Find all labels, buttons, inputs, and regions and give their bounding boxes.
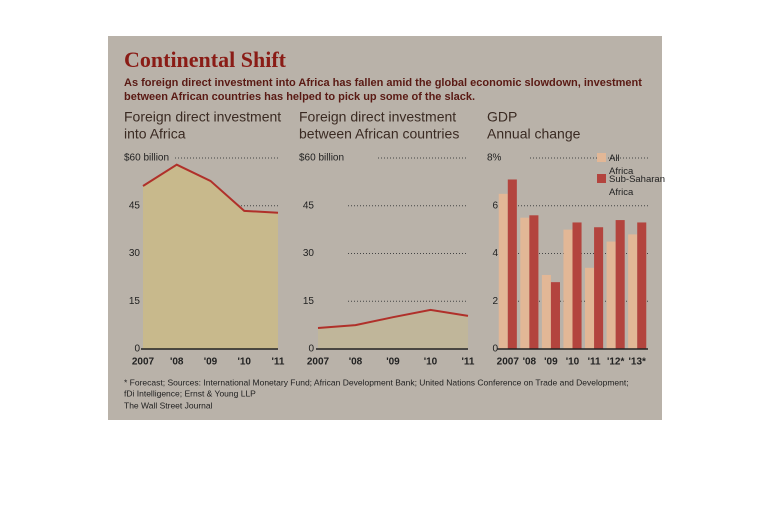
bar <box>563 229 573 349</box>
x-tick-label: '08 <box>170 357 184 368</box>
x-tick-label: '09 <box>204 357 218 368</box>
bar <box>572 222 582 349</box>
bar <box>606 241 616 349</box>
area <box>318 309 468 349</box>
y-tick-label: $60 billion <box>299 153 344 164</box>
legend-label: Sub-Saharan Africa <box>609 174 665 198</box>
bar <box>507 179 517 349</box>
x-tick-label: 2007 <box>132 357 155 368</box>
y-tick-label: 45 <box>129 200 141 211</box>
footnote: * Forecast; Sources: International Monet… <box>124 377 629 387</box>
y-tick-label: 30 <box>303 248 315 259</box>
y-tick-label: 0 <box>134 344 140 355</box>
x-tick-label: '09 <box>544 357 558 368</box>
legend-swatch <box>597 174 606 183</box>
x-tick-label: '10 <box>237 357 251 368</box>
panel-title: between African countries <box>299 126 459 142</box>
panel-title: Foreign direct investment <box>299 109 456 125</box>
y-tick-label: 0 <box>492 344 498 355</box>
y-tick-label: 4 <box>492 248 498 259</box>
x-tick-label: '08 <box>523 357 537 368</box>
y-tick-label: 45 <box>303 200 315 211</box>
x-tick-label: '11 <box>462 357 475 368</box>
y-tick-label: 8% <box>487 153 502 164</box>
y-tick-label: 15 <box>129 296 141 307</box>
bar <box>498 193 508 349</box>
panel-title: GDP <box>487 109 517 125</box>
y-tick-label: 0 <box>308 344 314 355</box>
x-tick-label: '11 <box>588 357 601 368</box>
y-tick-label: 30 <box>129 248 141 259</box>
bar <box>585 267 595 349</box>
bar <box>529 215 539 349</box>
bar <box>637 222 647 349</box>
x-tick-label: '10 <box>424 357 438 368</box>
x-tick-label: 2007 <box>307 357 330 368</box>
line <box>317 308 469 329</box>
area <box>143 164 278 349</box>
bar <box>594 227 604 349</box>
x-tick-label: '09 <box>386 357 400 368</box>
x-tick-label: 2007 <box>497 357 520 368</box>
subtitle: As foreign direct investment into Africa… <box>124 77 642 89</box>
bar <box>628 234 638 349</box>
y-tick-label: 6 <box>492 200 498 211</box>
bar <box>541 274 551 349</box>
line <box>142 163 279 214</box>
subtitle: between African countries has helped to … <box>124 91 475 103</box>
x-tick-label: '12* <box>607 357 625 368</box>
legend-swatch <box>597 153 606 162</box>
bar <box>550 282 560 349</box>
source: The Wall Street Journal <box>124 400 213 410</box>
x-tick-label: '08 <box>349 357 363 368</box>
bar <box>520 217 530 349</box>
y-tick-label: 2 <box>492 296 498 307</box>
title: Continental Shift <box>124 47 287 72</box>
y-tick-label: 15 <box>303 296 315 307</box>
panel-title: Annual change <box>487 126 581 142</box>
x-tick-label: '11 <box>272 357 285 368</box>
y-tick-label: $60 billion <box>124 153 169 164</box>
x-tick-label: '13* <box>629 357 647 368</box>
footnote: fDi Intelligence; Ernst & Young LLP <box>124 388 256 398</box>
panel-title: Foreign direct investment <box>124 109 281 125</box>
x-tick-label: '10 <box>566 357 580 368</box>
panel-title: into Africa <box>124 126 186 142</box>
legend-label: All Africa <box>609 153 634 177</box>
bar <box>615 220 625 349</box>
